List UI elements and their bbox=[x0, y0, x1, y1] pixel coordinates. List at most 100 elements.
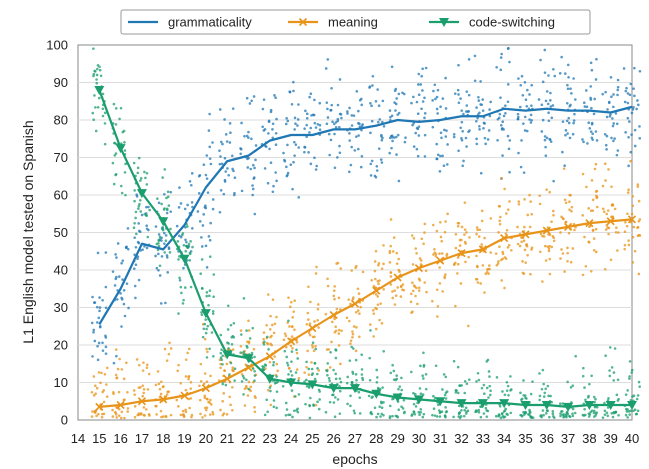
sample-point bbox=[412, 410, 416, 413]
sample-point bbox=[239, 147, 242, 150]
sample-point bbox=[158, 264, 162, 268]
sample-point bbox=[520, 139, 523, 142]
sample-point bbox=[333, 132, 336, 136]
sample-point bbox=[539, 58, 542, 62]
sample-point bbox=[178, 276, 181, 280]
sample-point bbox=[539, 232, 543, 236]
sample-point bbox=[158, 274, 162, 277]
sample-point bbox=[346, 402, 349, 406]
x-tick-label: 40 bbox=[625, 431, 639, 446]
sample-point bbox=[185, 240, 188, 244]
sample-point bbox=[483, 392, 486, 395]
sample-point bbox=[230, 342, 234, 346]
sample-point bbox=[245, 378, 248, 382]
sample-point bbox=[145, 183, 149, 186]
sample-point bbox=[291, 415, 294, 419]
sample-point bbox=[382, 125, 386, 128]
sample-point bbox=[541, 80, 545, 84]
sample-point bbox=[571, 414, 575, 418]
sample-point bbox=[114, 123, 118, 126]
sample-point bbox=[96, 64, 100, 67]
sample-point bbox=[144, 408, 148, 411]
sample-point bbox=[626, 116, 630, 120]
sample-point bbox=[467, 58, 471, 61]
sample-point bbox=[468, 378, 471, 381]
sample-point bbox=[476, 371, 480, 375]
sample-point bbox=[147, 205, 150, 209]
sample-point bbox=[97, 96, 101, 100]
sample-point bbox=[610, 215, 613, 219]
sample-point bbox=[584, 264, 588, 268]
sample-point bbox=[133, 393, 137, 396]
sample-point bbox=[638, 136, 642, 140]
sample-point bbox=[401, 283, 405, 286]
sample-point bbox=[378, 279, 381, 282]
sample-point bbox=[435, 142, 439, 146]
sample-point bbox=[479, 282, 482, 285]
sample-point bbox=[118, 357, 121, 361]
sample-point bbox=[382, 262, 385, 266]
sample-point bbox=[522, 122, 525, 125]
sample-point bbox=[126, 390, 129, 394]
sample-point bbox=[120, 191, 124, 195]
sample-point bbox=[500, 177, 503, 180]
sample-point bbox=[478, 124, 481, 128]
sample-point bbox=[520, 240, 523, 244]
sample-point bbox=[114, 413, 118, 416]
sample-point bbox=[460, 136, 463, 140]
sample-point bbox=[375, 368, 379, 372]
sample-point bbox=[436, 88, 440, 92]
sample-point bbox=[240, 121, 243, 125]
sample-point bbox=[222, 192, 226, 196]
sample-point bbox=[503, 393, 507, 397]
sample-point bbox=[391, 363, 394, 367]
sample-point bbox=[274, 143, 278, 147]
sample-point bbox=[251, 326, 255, 330]
sample-point bbox=[136, 171, 140, 175]
data-point-meaning bbox=[521, 230, 530, 239]
sample-point bbox=[503, 286, 506, 290]
sample-point bbox=[436, 153, 440, 157]
sample-point bbox=[271, 298, 275, 301]
sample-point bbox=[263, 413, 267, 417]
sample-point bbox=[294, 143, 298, 146]
sample-point bbox=[263, 128, 267, 131]
series-line-meaning bbox=[99, 218, 633, 408]
sample-point bbox=[138, 202, 141, 206]
sample-point bbox=[253, 374, 257, 377]
data-point-code-switching bbox=[541, 401, 552, 410]
sample-point bbox=[289, 344, 293, 348]
sample-point bbox=[457, 404, 461, 408]
sample-point bbox=[272, 399, 276, 402]
sample-point bbox=[375, 164, 379, 168]
sample-point bbox=[566, 251, 569, 255]
sample-point bbox=[435, 229, 439, 233]
sample-point bbox=[310, 367, 314, 371]
sample-point bbox=[284, 413, 288, 417]
sample-point bbox=[101, 107, 105, 111]
sample-point bbox=[91, 111, 95, 115]
data-point-meaning bbox=[457, 249, 466, 258]
sample-point bbox=[91, 355, 94, 358]
sample-point bbox=[287, 413, 290, 417]
sample-point bbox=[275, 375, 278, 378]
sample-point bbox=[419, 408, 423, 411]
sample-point bbox=[475, 142, 479, 146]
sample-point bbox=[242, 376, 246, 380]
sample-point bbox=[135, 232, 138, 236]
sample-point bbox=[444, 76, 447, 80]
sample-point bbox=[333, 166, 337, 170]
sample-point bbox=[374, 306, 377, 310]
sample-point bbox=[421, 67, 424, 71]
sample-point bbox=[391, 250, 395, 253]
sample-point bbox=[566, 380, 569, 384]
sample-point bbox=[422, 363, 426, 367]
sample-point bbox=[615, 393, 619, 397]
sample-point bbox=[433, 247, 436, 251]
sample-point bbox=[411, 263, 415, 266]
sample-point bbox=[266, 410, 269, 414]
sample-point bbox=[606, 226, 610, 229]
sample-point bbox=[97, 341, 101, 345]
sample-point bbox=[435, 415, 439, 418]
sample-point bbox=[478, 228, 482, 232]
